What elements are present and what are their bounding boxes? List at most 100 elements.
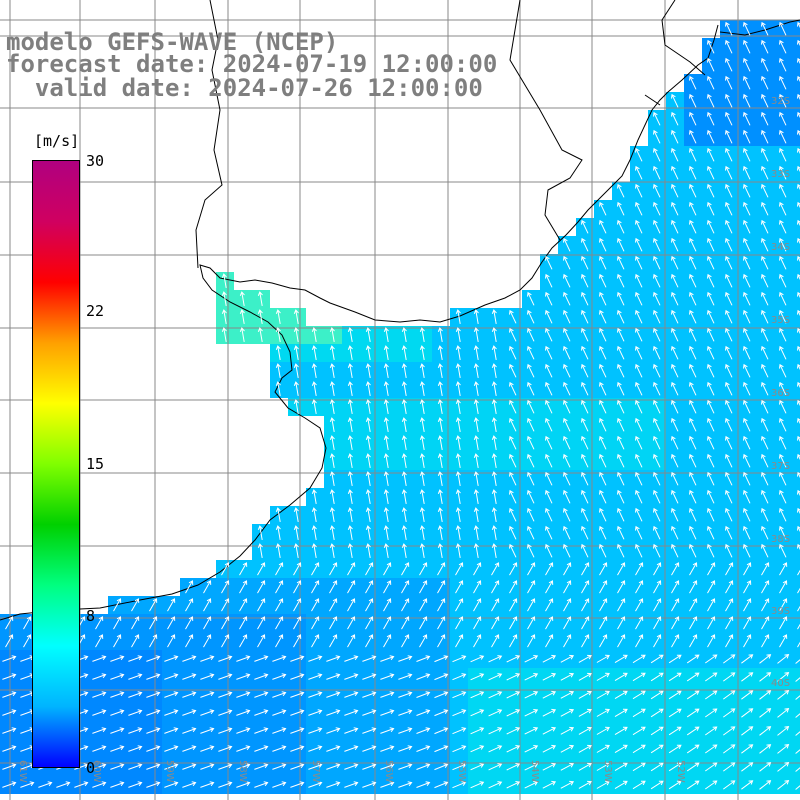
wind-cell xyxy=(792,92,800,110)
wind-arrow xyxy=(473,417,479,432)
wind-arrow xyxy=(164,655,179,662)
lon-label: 59W xyxy=(164,760,175,783)
wind-arrow xyxy=(398,763,413,770)
wind-arrow xyxy=(617,471,625,486)
wind-arrow xyxy=(236,709,251,716)
wind-arrow xyxy=(437,471,443,486)
wind-arrow xyxy=(164,673,179,680)
wind-arrow xyxy=(617,255,625,270)
wind-arrow xyxy=(635,327,643,342)
wind-arrow xyxy=(221,562,230,576)
wind-arrow xyxy=(797,363,800,371)
wind-arrow xyxy=(128,655,143,662)
wind-arrow xyxy=(671,417,679,432)
wind-arrow xyxy=(635,273,643,288)
wind-arrow xyxy=(617,562,626,576)
wind-arrow xyxy=(686,744,700,754)
wind-arrow xyxy=(491,489,497,504)
wind-arrow xyxy=(275,345,281,360)
wind-arrow xyxy=(545,273,553,288)
wind-arrow xyxy=(473,435,479,450)
wind-arrow xyxy=(437,381,443,396)
wind-arrow xyxy=(797,21,800,29)
wind-arrow xyxy=(707,327,715,342)
wind-arrow xyxy=(563,417,571,432)
wind-arrow xyxy=(455,507,461,522)
wind-arrow xyxy=(419,489,425,504)
wind-arrow xyxy=(761,129,769,144)
wind-arrow xyxy=(491,562,500,576)
wind-arrow xyxy=(416,691,431,698)
wind-arrow xyxy=(596,708,610,717)
wind-arrow xyxy=(527,381,535,396)
wind-arrow xyxy=(632,726,646,736)
wind-arrows xyxy=(2,21,800,790)
wind-arrow xyxy=(470,727,485,735)
wind-arrow xyxy=(470,709,485,717)
coastline xyxy=(0,24,719,621)
wind-arrow xyxy=(401,381,407,396)
wind-arrow xyxy=(491,435,497,450)
wind-arrow xyxy=(599,345,607,360)
wind-arrow xyxy=(275,580,284,594)
wind-arrow xyxy=(578,654,592,663)
wind-arrow xyxy=(797,327,800,335)
wind-arrow xyxy=(797,237,800,245)
wind-arrow xyxy=(761,363,769,378)
wind-arrow xyxy=(524,709,539,717)
wind-arrow xyxy=(95,634,104,648)
wind-arrow xyxy=(383,453,389,468)
wind-arrow xyxy=(128,691,143,698)
lat-label: 35S xyxy=(771,315,790,326)
wind-arrow xyxy=(689,111,697,126)
wind-arrow xyxy=(437,399,443,414)
wind-arrow xyxy=(329,562,338,576)
wind-arrow xyxy=(797,543,800,551)
wind-arrow xyxy=(272,691,287,698)
wind-arrow xyxy=(563,580,572,594)
wind-arrow xyxy=(347,598,356,612)
wind-arrow xyxy=(779,381,787,396)
wind-arrow xyxy=(527,471,535,486)
wind-arrow xyxy=(617,453,625,468)
wind-arrow xyxy=(275,616,284,630)
wind-arrow xyxy=(527,562,536,576)
wind-arrow xyxy=(563,381,571,396)
wind-cell xyxy=(792,686,800,704)
wind-cell xyxy=(792,272,800,290)
wind-arrow xyxy=(761,489,769,504)
wind-arrow xyxy=(599,309,607,324)
wind-arrow xyxy=(455,381,461,396)
wind-arrow xyxy=(506,745,521,753)
wind-arrow xyxy=(759,690,772,700)
wind-arrow xyxy=(452,727,467,735)
wind-arrow xyxy=(128,745,143,752)
wind-arrow xyxy=(725,273,733,288)
wind-arrow xyxy=(131,634,140,648)
wind-cell xyxy=(792,110,800,128)
wind-arrow xyxy=(689,273,697,288)
wind-arrow xyxy=(221,291,227,306)
wind-arrow xyxy=(506,691,521,699)
wind-arrow xyxy=(743,111,751,126)
wind-arrow xyxy=(509,453,517,468)
wind-arrow xyxy=(725,327,733,342)
wind-arrow xyxy=(650,654,664,664)
wind-arrow xyxy=(488,763,503,771)
wind-arrow xyxy=(257,543,263,558)
wind-arrow xyxy=(617,399,625,414)
lon-label: 60W xyxy=(91,760,102,783)
wind-arrow xyxy=(671,201,679,216)
wind-arrow xyxy=(365,435,371,450)
wind-arrow xyxy=(362,709,377,716)
wind-arrow xyxy=(527,634,536,648)
wind-arrow xyxy=(581,562,590,576)
wind-arrow xyxy=(653,147,661,162)
wind-arrow xyxy=(689,147,697,162)
wind-arrow xyxy=(527,345,535,360)
wind-arrow xyxy=(419,435,425,450)
wind-arrow xyxy=(689,580,698,594)
wind-arrow xyxy=(401,562,410,576)
wind-arrow xyxy=(725,237,733,252)
wind-arrow xyxy=(437,507,443,522)
